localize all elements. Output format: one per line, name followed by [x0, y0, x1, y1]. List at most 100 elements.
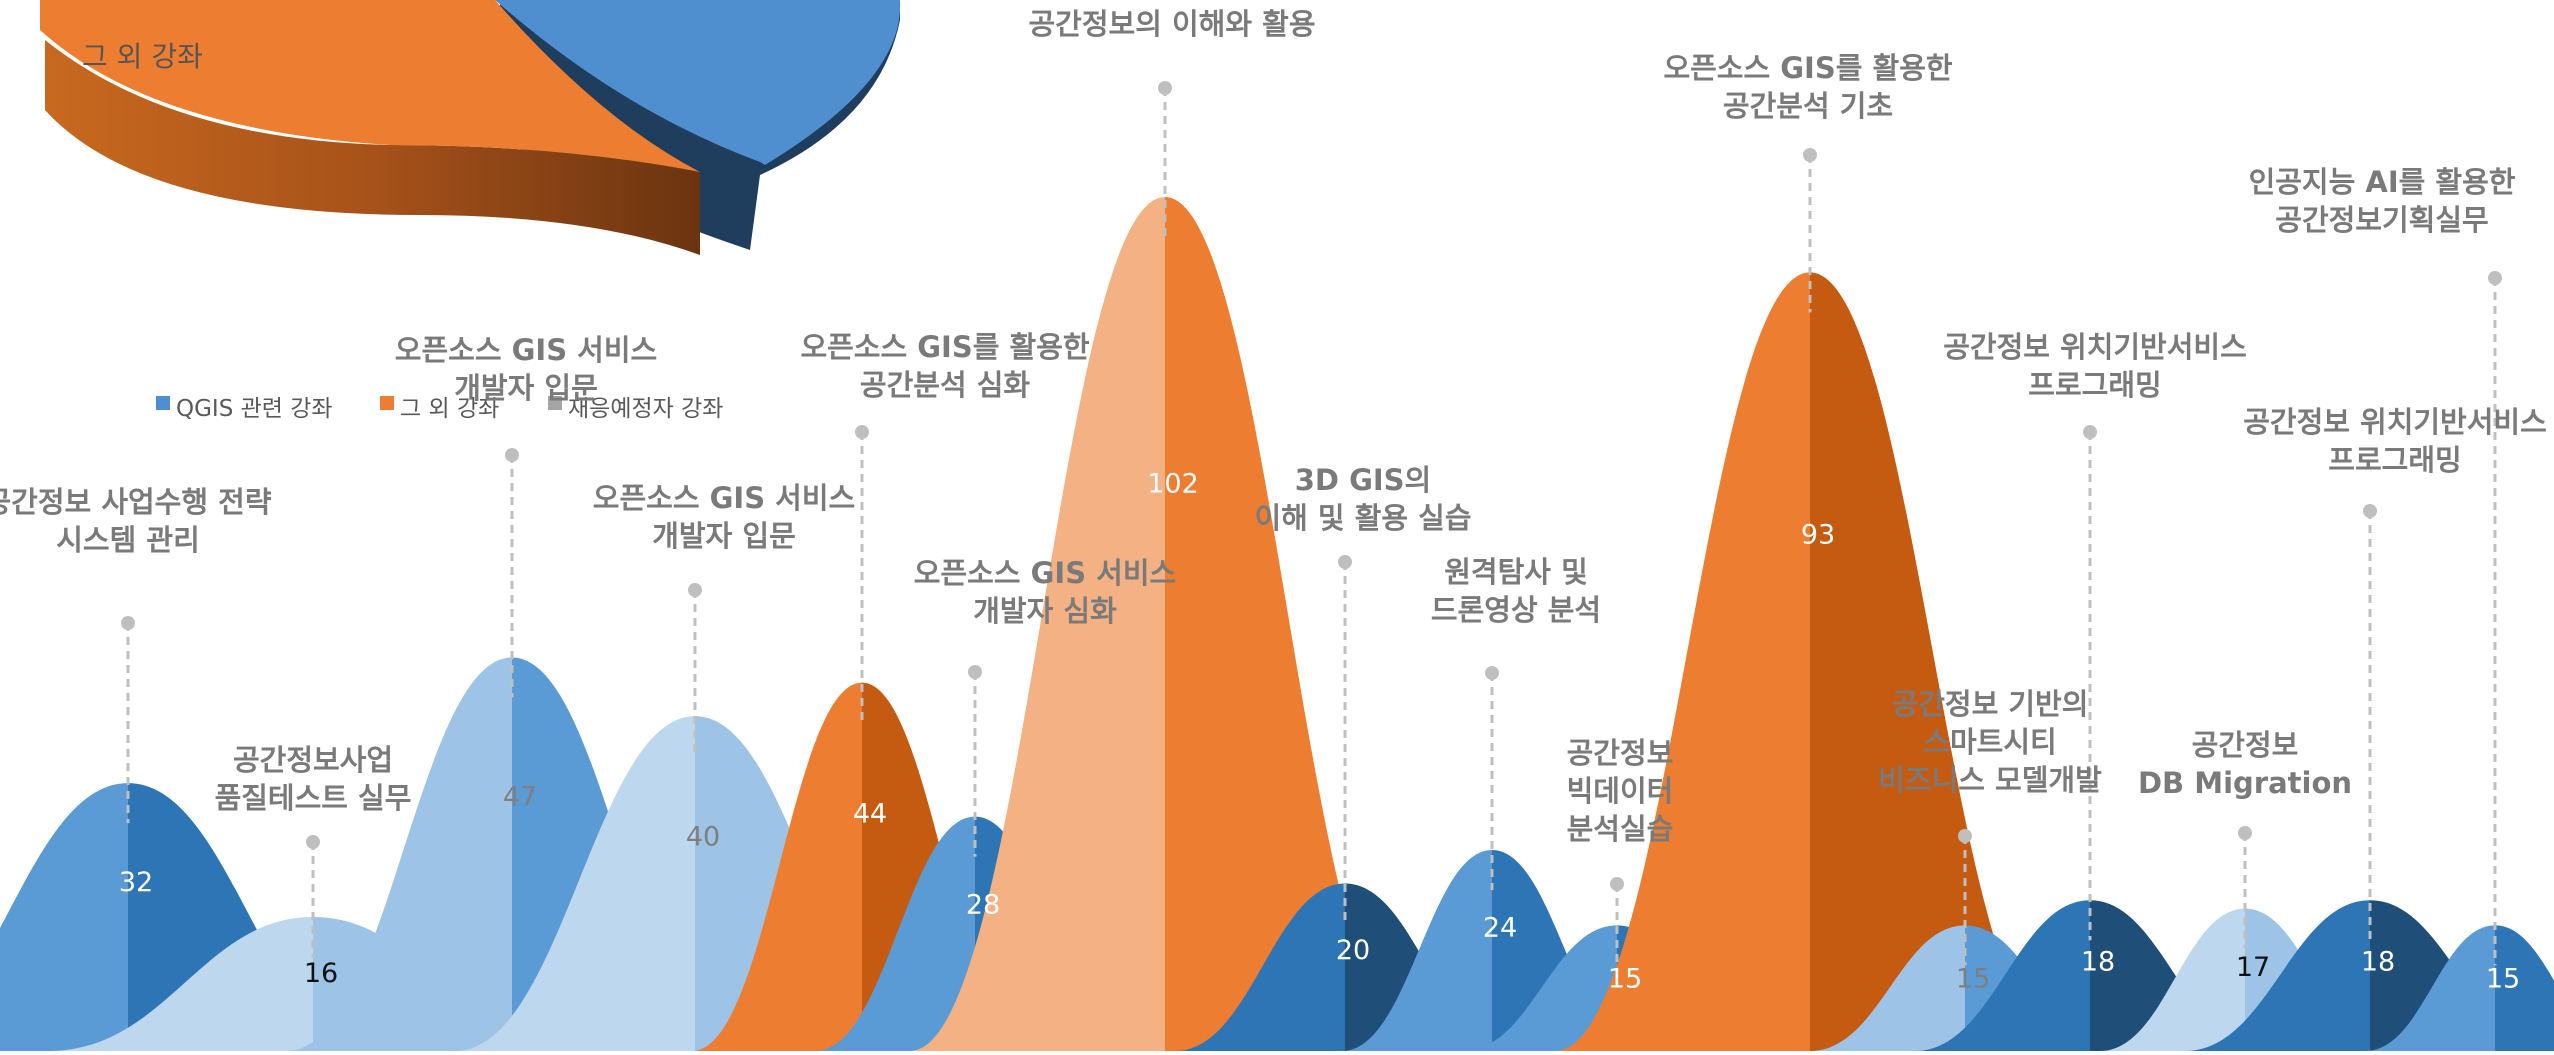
leader-dot-6: [1158, 81, 1172, 95]
legend-swatch-other: [380, 396, 394, 410]
leader-dot-15: [2488, 271, 2502, 285]
leader-dot-3: [688, 583, 702, 597]
category-label-2-1: 개발자 입문: [454, 371, 598, 405]
leader-dot-12: [2083, 425, 2097, 439]
leader-dot-5: [968, 665, 982, 679]
category-label-7-1: 이해 및 활용 실습: [1254, 501, 1471, 535]
bell-left-5: [815, 816, 975, 1051]
category-label-15-1: 공간정보기획실무: [2275, 203, 2488, 237]
category-label-9-1: 빅데이터: [1567, 774, 1674, 808]
bell-left-6: [910, 196, 1165, 1051]
leader-dot-9: [1610, 877, 1624, 891]
category-label-13-0: 공간정보: [2192, 728, 2299, 762]
leader-dot-4: [855, 425, 869, 439]
value-labels: 32 16 47 40 44 28 102 20 24 15 93 15 18 17 18 15: [119, 468, 2520, 994]
bell-left-12: [1915, 900, 2090, 1051]
bell-left-14: [2185, 900, 2370, 1051]
category-label-9-0: 공간정보: [1567, 736, 1674, 770]
legend-swatch-planned: [548, 396, 562, 410]
value-label-13: 17: [2236, 952, 2270, 983]
bell-right-12: [2090, 900, 2265, 1051]
pie-slice-other: [40, 0, 700, 172]
legend: QGIS 관련 강좌 그 외 강좌 재응예정자 강좌: [156, 396, 723, 422]
category-label-7-0: 3D GIS의: [1295, 463, 1432, 497]
leader-dot-14: [2363, 504, 2377, 518]
category-label-14-1: 프로그래밍: [2328, 443, 2461, 477]
category-label-13-1: DB Migration: [2138, 766, 2352, 800]
bell-right-8: [1492, 850, 1642, 1051]
pie-slice-label: 그 외 강좌: [82, 40, 203, 73]
legend-swatch-qgis: [156, 396, 170, 410]
category-label-12-1: 프로그래밍: [2028, 368, 2161, 402]
bell-right-7: [1345, 883, 1515, 1051]
leader-dot-0: [121, 616, 135, 630]
leader-dot-10: [1803, 148, 1817, 162]
category-label-3-0: 오픈소스 GIS 서비스: [593, 481, 855, 515]
bell-left-11: [1810, 925, 1965, 1051]
bell-left-13: [2100, 908, 2245, 1051]
category-label-11-2: 비즈니스 모델개발: [1878, 763, 2102, 797]
value-label-0: 32: [119, 867, 153, 898]
category-label-11-0: 공간정보 기반의: [1892, 687, 2089, 721]
leader-dot-1: [306, 835, 320, 849]
leader-dot-8: [1485, 666, 1499, 680]
pie-chart: 그 외 강좌: [40, 0, 901, 255]
value-label-8: 24: [1483, 912, 1517, 943]
bell-right-15: [2495, 925, 2554, 1051]
category-label-14-0: 공간정보 위치기반서비스: [2243, 405, 2547, 439]
pie-slice-other-side: [45, 40, 700, 255]
bell-left-9: [1462, 925, 1617, 1051]
category-label-5-0: 오픈소스 GIS 서비스: [914, 556, 1176, 590]
category-label-1-0: 공간정보사업: [233, 743, 393, 777]
leader-lines: [121, 81, 2502, 966]
leader-dot-13: [2238, 826, 2252, 840]
legend-label-planned: 재응예정자 강좌: [568, 396, 723, 422]
category-label-6-0: 공간정보의 이해와 활용: [1029, 7, 1316, 41]
leader-dot-2: [505, 448, 519, 462]
category-label-0-0: 공간정보 사업수행 전략: [0, 485, 272, 519]
leader-dot-11: [1958, 829, 1972, 843]
bell-left-15: [2365, 925, 2495, 1051]
bell-right-6: [1165, 196, 1420, 1051]
bell-left-2: [287, 657, 512, 1051]
bell-left-10: [1555, 272, 1810, 1051]
category-label-4-1: 공간분석 심화: [860, 368, 1030, 402]
value-label-7: 20: [1336, 935, 1370, 966]
bell-left-7: [1175, 883, 1345, 1051]
bell-left-8: [1342, 850, 1492, 1051]
value-label-11: 15: [1956, 964, 1990, 995]
category-label-0-1: 시스템 관리: [56, 523, 200, 557]
category-label-12-0: 공간정보 위치기반서비스: [1943, 330, 2247, 364]
bell-series: [0, 196, 2554, 1051]
pie-slice-qgis: [495, 0, 901, 165]
bell-left-3: [455, 716, 695, 1051]
category-label-10-1: 공간분석 기초: [1723, 89, 1893, 123]
value-label-1: 16: [304, 958, 338, 989]
bell-left-4: [692, 682, 862, 1051]
legend-label-qgis: QGIS 관련 강좌: [176, 396, 333, 422]
category-label-2-0: 오픈소스 GIS 서비스: [395, 333, 657, 367]
category-label-1-1: 품질테스트 실무: [215, 781, 412, 815]
category-label-11-1: 스마트시티: [1923, 725, 2056, 759]
category-label-10-0: 오픈소스 GIS를 활용한: [1663, 51, 1952, 85]
category-label-15-0: 인공지능 AI를 활용한: [2249, 165, 2516, 199]
value-label-14: 18: [2361, 947, 2395, 978]
bell-right-10: [1810, 272, 2065, 1051]
bell-right-14: [2370, 900, 2554, 1051]
category-label-5-1: 개발자 심화: [973, 594, 1117, 628]
category-label-8-0: 원격탐사 및: [1444, 555, 1588, 589]
category-label-9-2: 분석실습: [1567, 812, 1674, 846]
value-label-15: 15: [2486, 964, 2520, 995]
category-label-8-1: 드론영상 분석: [1431, 593, 1601, 627]
value-label-6: 102: [1147, 468, 1199, 499]
value-label-12: 18: [2081, 947, 2115, 978]
value-label-5: 28: [966, 890, 1000, 921]
legend-label-other: 그 외 강좌: [400, 396, 499, 422]
value-label-3: 40: [686, 821, 720, 852]
value-label-2: 47: [503, 781, 537, 812]
category-label-3-1: 개발자 입문: [652, 519, 796, 553]
value-label-9: 15: [1608, 964, 1642, 995]
